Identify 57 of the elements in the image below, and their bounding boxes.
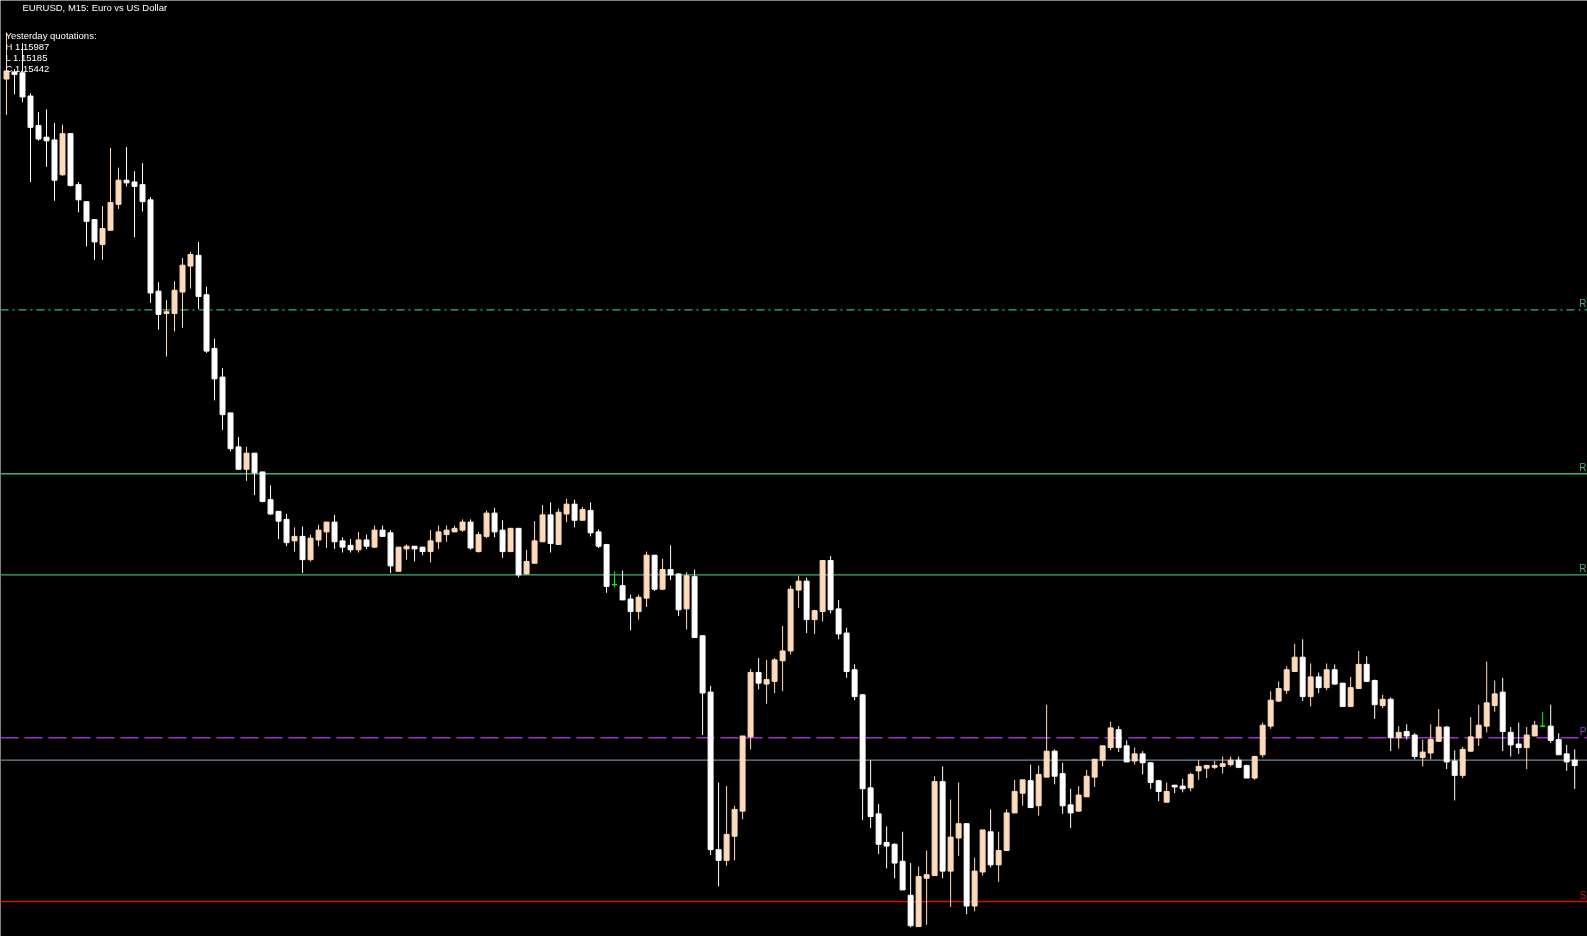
candlestick (1491, 679, 1498, 713)
candlestick (1147, 761, 1154, 790)
candlestick (1347, 676, 1354, 707)
candlestick (1467, 716, 1474, 753)
chart-title: EURUSD, M15: Euro vs US Dollar (22, 1, 168, 13)
candlestick (291, 526, 298, 553)
candlestick (1283, 665, 1290, 695)
candlestick (1339, 682, 1346, 707)
candlestick (1075, 785, 1082, 812)
candlestick (1115, 725, 1122, 753)
ref-line-label: P (1579, 725, 1587, 737)
candlestick (1083, 769, 1090, 798)
candlestick (1555, 732, 1562, 756)
candlestick (1419, 739, 1426, 767)
candlestick (1251, 755, 1258, 781)
candlestick (1123, 739, 1130, 763)
candlestick (1363, 655, 1370, 682)
candlestick (243, 446, 250, 482)
candlestick (1275, 680, 1282, 703)
candlestick (1547, 704, 1554, 744)
candlestick (1451, 749, 1458, 801)
candlestick (1315, 671, 1322, 694)
candlestick (1483, 661, 1490, 733)
candlestick (1411, 732, 1418, 760)
ref-line-label: R (1579, 461, 1587, 473)
candlestick (1435, 708, 1442, 742)
candlestick (1539, 711, 1546, 727)
candlestick (571, 499, 578, 528)
candlestick (1139, 750, 1146, 775)
candlestick (1523, 726, 1530, 770)
candlestick (1507, 726, 1514, 758)
candlestick (1427, 723, 1434, 760)
candlestick (507, 527, 514, 553)
candlestick (1195, 759, 1202, 781)
candlestick (755, 657, 762, 690)
candlestick (1187, 772, 1194, 792)
candlestick (1067, 788, 1074, 829)
candlestick (1291, 643, 1298, 673)
candlestick (1563, 744, 1570, 772)
candlestick (715, 782, 722, 887)
candlestick (1331, 663, 1338, 686)
candlestick (1323, 662, 1330, 691)
candlestick (1107, 721, 1114, 751)
candlestick (659, 558, 666, 591)
candlestick (1475, 704, 1482, 747)
candlestick (355, 531, 362, 553)
candlestick (1091, 758, 1098, 788)
candlestick (1395, 725, 1402, 749)
candlestick (1163, 782, 1170, 803)
candlestick (1307, 662, 1314, 707)
ref-line-label: S (1579, 889, 1587, 901)
ref-line-label: R (1579, 297, 1587, 309)
candlestick (1515, 722, 1522, 755)
candlestick (1571, 748, 1578, 790)
ref-line-label: R (1579, 562, 1587, 574)
candlestick (1099, 745, 1106, 767)
candlestick (299, 526, 306, 574)
